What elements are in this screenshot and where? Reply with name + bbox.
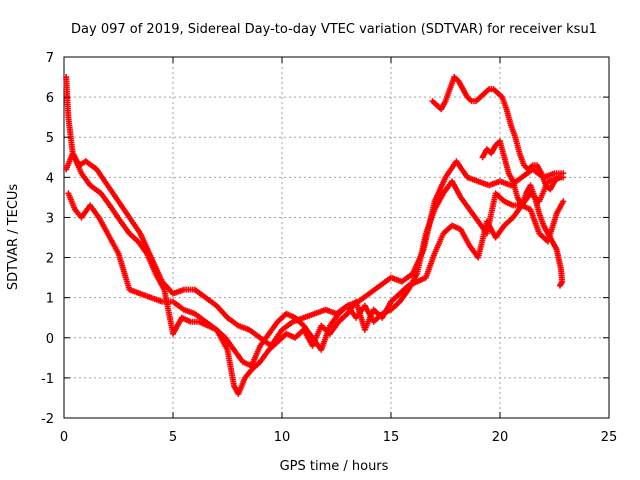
x-axis-label: GPS time / hours [280, 459, 389, 474]
x-axis: 0 5 10 15 20 25 [60, 57, 617, 445]
series-trace-e [479, 138, 566, 289]
y-tick-label: -1 [41, 372, 54, 387]
y-tick-label: 5 [46, 131, 54, 146]
y-tick-label: 1 [46, 292, 54, 307]
y-tick-label: 0 [46, 332, 54, 347]
y-axis-label: SDTVAR / TECUs [6, 184, 21, 291]
y-tick-label: -2 [41, 412, 54, 427]
x-tick-label: 20 [492, 430, 509, 445]
data-point [556, 282, 563, 289]
data-point [560, 174, 567, 181]
y-tick-label: 3 [46, 211, 54, 226]
x-tick-label: 0 [60, 430, 68, 445]
y-tick-label: 6 [46, 91, 54, 106]
chart-title: Day 097 of 2019, Sidereal Day-to-day VTE… [71, 22, 597, 37]
x-tick-label: 10 [274, 430, 291, 445]
series [63, 74, 567, 397]
series-trace-c [65, 174, 565, 397]
data-point [560, 198, 567, 205]
y-axis: -2 -1 0 1 2 3 4 5 6 7 [41, 51, 609, 427]
y-tick-label: 4 [46, 171, 54, 186]
series-trace-d [429, 74, 567, 193]
grid [64, 57, 609, 418]
series-trace-b [63, 150, 567, 369]
plot-frame [63, 56, 610, 419]
y-tick-label: 2 [46, 252, 54, 267]
x-tick-label: 25 [601, 430, 618, 445]
y-tick-label: 7 [46, 51, 54, 66]
x-tick-label: 15 [383, 430, 400, 445]
x-tick-label: 5 [169, 430, 177, 445]
